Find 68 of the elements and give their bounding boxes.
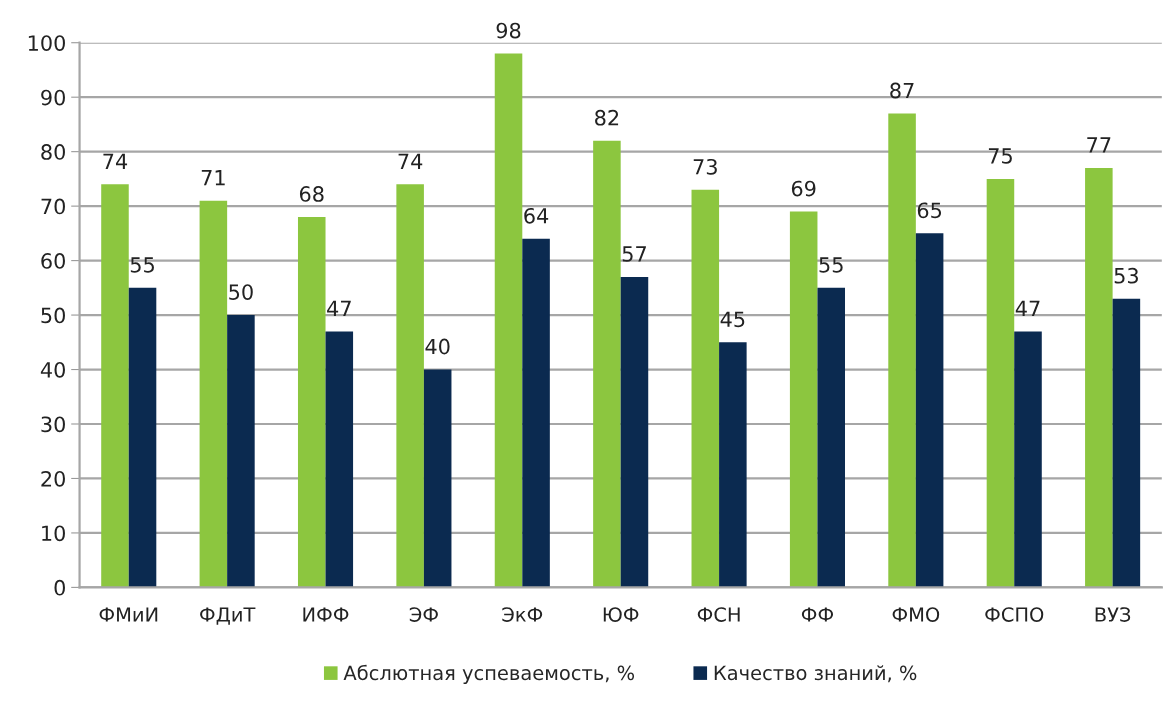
bar: [128, 287, 157, 588]
data-label: 64: [524, 207, 549, 224]
bar: [1112, 298, 1141, 588]
data-label: 47: [327, 300, 351, 316]
data-label: 55: [819, 257, 843, 273]
x-tick-label: ФСН: [697, 607, 740, 622]
x-tick-label: ЭФ: [409, 607, 438, 622]
x-tick-label: ЮФ: [603, 607, 639, 622]
bar: [396, 184, 424, 588]
bar: [522, 238, 550, 588]
data-label: 40: [425, 338, 450, 355]
data-label: 53: [1114, 267, 1138, 284]
bar: [1014, 331, 1042, 588]
bar: [817, 287, 846, 588]
y-tick-label: 20: [41, 470, 65, 487]
bar: [227, 315, 255, 588]
bar: [593, 140, 621, 588]
y-tick-label: 90: [41, 89, 65, 106]
data-label: 82: [595, 109, 619, 126]
bar: [620, 276, 649, 588]
x-tick-label: ФФ: [801, 607, 834, 622]
y-tick-label: 80: [41, 144, 65, 160]
bar: [986, 178, 1015, 588]
y-tick-label: 70: [41, 198, 65, 215]
y-tick-label: 30: [41, 416, 65, 433]
bar: [1085, 168, 1113, 588]
x-tick-label: ФДиТ: [200, 607, 256, 625]
bar: [691, 189, 720, 588]
x-tick-label: ФМО: [892, 607, 940, 622]
bar: [719, 342, 747, 588]
data-label: 77: [1087, 137, 1111, 153]
bar: [297, 217, 326, 588]
data-label: 74: [398, 153, 423, 169]
bar: [325, 331, 354, 588]
bar: [494, 53, 523, 588]
y-tick-label: 60: [41, 253, 65, 269]
y-tick-label: 10: [42, 525, 65, 542]
data-label: 57: [622, 246, 646, 262]
y-tick-label: 40: [40, 361, 65, 378]
data-label: 74: [103, 153, 128, 169]
x-tick-label: ИФФ: [303, 607, 349, 622]
legend-label: Абслютная успеваемость, %: [343, 664, 635, 684]
x-tick-label: ФСПО: [985, 607, 1044, 622]
data-label: 98: [496, 22, 521, 39]
data-label: 73: [693, 158, 717, 175]
bar: [789, 211, 818, 588]
data-label: 55: [130, 257, 154, 273]
data-label: 69: [791, 180, 816, 197]
bar: [915, 233, 944, 588]
y-tick-label: 100: [28, 35, 65, 51]
data-label: 75: [988, 148, 1012, 164]
y-tick-label: 50: [41, 307, 65, 324]
data-label: 87: [890, 82, 914, 99]
data-label: 47: [1015, 300, 1040, 316]
data-label: 65: [917, 202, 942, 219]
x-tick-label: ФМиИ: [99, 607, 158, 622]
x-tick-label: ЭкФ: [502, 607, 543, 622]
data-label: 50: [229, 284, 253, 300]
bar: [888, 113, 916, 588]
data-label: 45: [720, 311, 745, 328]
bar: [423, 369, 452, 588]
bar: [101, 184, 129, 588]
y-tick-label: 0: [54, 579, 65, 596]
x-tick-label: ВУЗ: [1095, 607, 1131, 622]
data-label: 71: [201, 170, 225, 186]
legend-label: Качество знаний, %: [714, 665, 917, 683]
bar: [199, 200, 228, 588]
data-label: 68: [299, 186, 324, 202]
